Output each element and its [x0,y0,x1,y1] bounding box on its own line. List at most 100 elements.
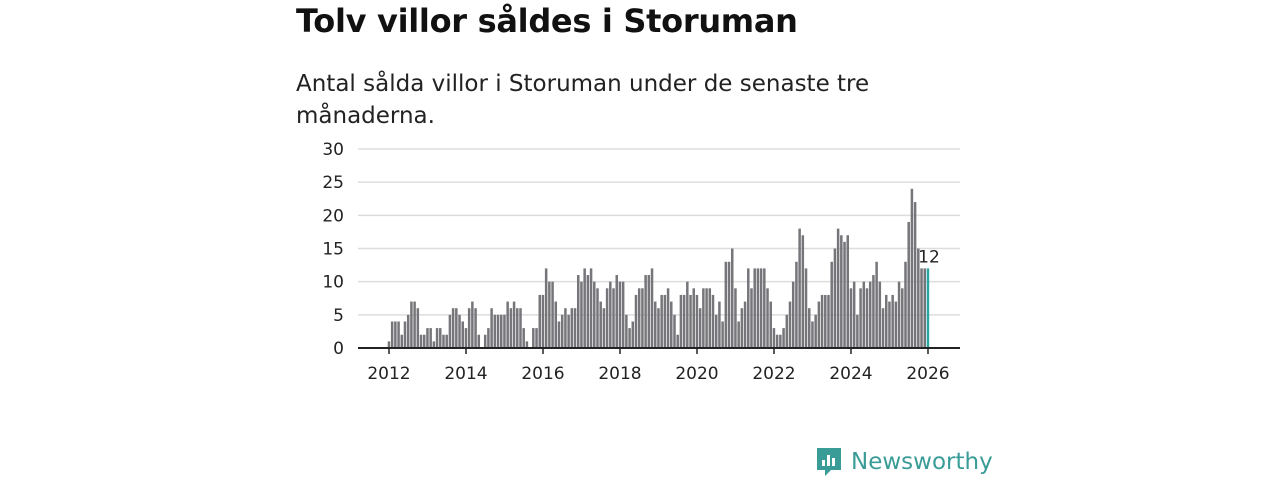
bar [618,281,622,348]
bar [772,328,776,348]
bar [477,334,481,348]
bar [589,268,593,348]
newsworthy-logo-icon [817,448,841,476]
bar [641,288,644,348]
bar [432,341,436,348]
bar [881,308,885,348]
bar [740,308,744,348]
bar [820,294,824,348]
bar [718,301,721,348]
bar [458,314,461,348]
bar [490,308,493,348]
bar [846,235,849,348]
x-tick-label: 2018 [598,364,641,384]
bar [416,308,420,348]
bar [483,334,487,348]
bar [609,281,612,348]
bar [644,275,647,348]
bar [913,202,917,348]
x-tick-label: 2016 [521,364,564,384]
x-tick-label: 2014 [444,364,487,384]
bar [535,328,538,348]
bar [763,268,766,348]
bar [541,294,545,348]
bar [467,308,471,348]
bar [506,301,509,348]
y-tick-label: 25 [322,173,344,193]
bar [756,268,760,348]
bar [827,294,830,348]
bar [605,288,609,348]
bar [859,288,862,348]
bar [583,268,586,348]
bar [811,321,814,348]
bar [730,248,734,348]
bar [702,288,705,348]
bar [689,294,692,348]
bar [833,248,837,348]
bar [525,341,529,348]
bar [868,281,872,348]
bar [682,294,686,348]
bar [471,301,474,348]
bar [496,314,500,348]
bar [564,308,567,348]
y-tick-label: 15 [322,240,344,260]
bar [647,275,651,348]
bar [698,308,702,348]
last-value-label: 12 [918,247,940,267]
bar [676,334,679,348]
bar [429,328,432,348]
bar [721,321,724,348]
bar [727,261,731,348]
bar [602,308,606,348]
bar-chart: 0 5 10 15 20 25 30 2012 2014 2016 2018 2020 2022 2024… [322,140,960,384]
bar [817,301,821,348]
y-tick-label: 10 [322,273,344,293]
y-tick-label: 20 [322,206,344,226]
y-tick-label: 30 [322,140,344,160]
bar [849,288,853,348]
bar [493,314,497,348]
bar [737,321,740,348]
bar [387,341,391,348]
bar [711,294,715,348]
bar [836,228,840,348]
bar [791,281,795,348]
bar [474,308,477,348]
bar [782,328,785,348]
bar [422,334,426,348]
bar [750,288,753,348]
bar [439,328,442,348]
x-tick-label: 2012 [367,364,410,384]
bar [724,261,728,348]
bar [615,275,618,348]
bar [455,308,458,348]
bar [666,288,670,348]
bar [788,301,792,348]
bar [487,328,490,348]
bar [840,235,843,348]
bar [522,328,525,348]
chart-title: Tolv villor såldes i Storuman [296,2,798,40]
bar [872,275,875,348]
bar [878,281,882,348]
bar [804,268,808,348]
bar [573,308,577,348]
bar [766,288,769,348]
bar [830,261,833,348]
bar [708,288,712,348]
bar [631,321,635,348]
bar [769,301,772,348]
bar [670,301,673,348]
bar [657,308,660,348]
bar [410,301,413,348]
bar [692,288,695,348]
bar [519,308,522,348]
bar [705,288,708,348]
bar [894,301,898,348]
bar [897,281,901,348]
bar [801,235,805,348]
bar [403,321,407,348]
bar [426,328,429,348]
